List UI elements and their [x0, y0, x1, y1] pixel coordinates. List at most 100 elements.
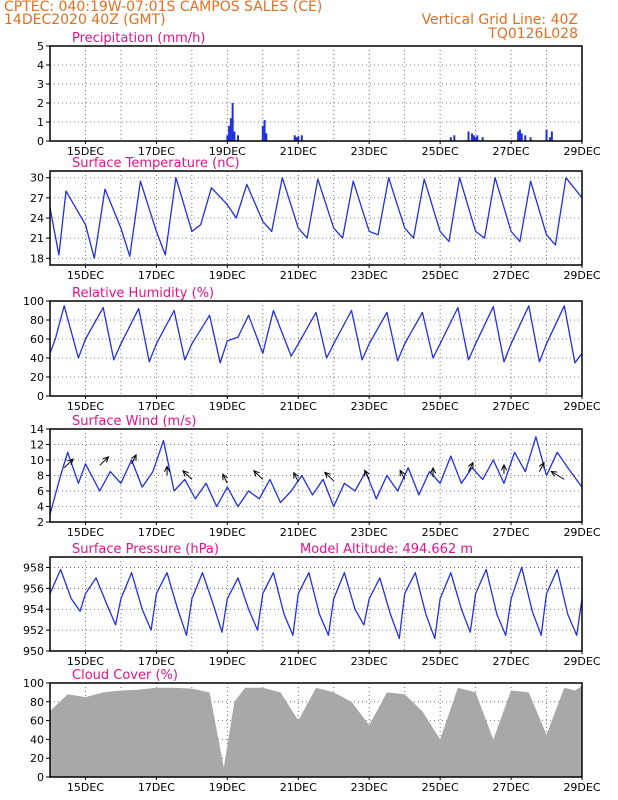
precip-bar [481, 137, 484, 141]
cloud-ytick-label: 100 [23, 677, 44, 690]
humidity-ytick-label: 20 [30, 371, 44, 384]
humidity-ytick-label: 80 [30, 314, 44, 327]
temp-ytick-label: 24 [30, 212, 44, 225]
temp-xtick-label: 29DEC [563, 269, 600, 282]
precip-bar [265, 133, 268, 141]
cloud-title: Cloud Cover (%) [72, 668, 178, 683]
wind-arrow [253, 470, 264, 480]
precip-bar [231, 103, 234, 141]
humidity-ytick-label: 100 [23, 295, 44, 308]
pressure-ytick-label: 958 [23, 561, 44, 574]
cloud-ytick-label: 40 [30, 733, 44, 746]
wind-arrow-head [253, 470, 260, 477]
precip-bar [550, 131, 553, 141]
wind-ytick-label: 6 [37, 485, 44, 498]
precip-bar [471, 133, 474, 141]
precip-bar [520, 133, 523, 141]
cloud-ytick-label: 20 [30, 752, 44, 765]
precip-bar [476, 135, 479, 141]
temp-ytick-label: 27 [30, 192, 44, 205]
cloud-ytick-label: 80 [30, 696, 44, 709]
temp-xtick-label: 21DEC [280, 269, 317, 282]
wind-arrow [131, 454, 137, 465]
precip-xtick-label: 29DEC [563, 145, 600, 158]
wind-arrow-head [500, 463, 508, 471]
cloud-xtick-label: 29DEC [563, 781, 600, 794]
humidity-xtick-label: 25DEC [422, 400, 459, 413]
pressure-annotation: Model Altitude: 494.662 m [300, 542, 473, 557]
precip-ytick-label: 1 [37, 116, 44, 129]
humidity-ytick-label: 40 [30, 352, 44, 365]
wind-arrow-head [399, 469, 406, 477]
wind-xtick-label: 27DEC [493, 526, 530, 539]
precip-bar [517, 131, 520, 141]
wind-arrow [468, 462, 474, 472]
cloud-ytick-label: 0 [37, 771, 44, 784]
wind-arrow [551, 471, 565, 480]
precip-frame [49, 45, 583, 142]
pressure-xtick-label: 17DEC [138, 655, 175, 668]
wind-arrow [324, 472, 335, 482]
pressure-xtick-label: 23DEC [351, 655, 388, 668]
temp-xtick-label: 17DEC [138, 269, 175, 282]
humidity-ytick-label: 0 [37, 390, 44, 403]
cloud-xtick-label: 15DEC [67, 781, 104, 794]
wind-arrow-head [182, 470, 189, 477]
precip-bar [472, 135, 475, 141]
station-header: CPTEC: 040:19W-07:01S CAMPOS SALES (CE) [4, 0, 323, 15]
temp-xtick-label: 15DEC [67, 269, 104, 282]
cloud-xtick-label: 19DEC [209, 781, 246, 794]
wind-arrow-head [429, 466, 437, 474]
precip-xtick-label: 19DEC [209, 145, 246, 158]
humidity-ytick-label: 60 [30, 333, 44, 346]
wind-arrow [538, 462, 545, 472]
pressure-xtick-label: 27DEC [493, 655, 530, 668]
wind-arrow [293, 472, 299, 482]
cloud-xtick-label: 23DEC [351, 781, 388, 794]
pressure-xtick-label: 29DEC [563, 655, 600, 668]
wind-arrow-head [467, 461, 474, 469]
pressure-xtick-label: 15DEC [67, 655, 104, 668]
temp-line [49, 177, 583, 259]
wind-ytick-label: 14 [30, 423, 44, 436]
wind-arrow [182, 470, 193, 480]
wind-arrow [222, 474, 228, 484]
cloud-xtick-label: 21DEC [280, 781, 317, 794]
pressure-ytick-label: 952 [23, 624, 44, 637]
precip-xtick-label: 23DEC [351, 145, 388, 158]
wind-title: Surface Wind (m/s) [72, 414, 196, 429]
date-header: 14DEC2020 40Z (GMT) [4, 12, 166, 28]
cloud-frame [49, 682, 583, 778]
temp-ytick-label: 21 [30, 232, 44, 245]
precip-ytick-label: 3 [37, 78, 44, 91]
precip-bar [226, 135, 229, 141]
precip-bar [233, 131, 236, 141]
wind-arrow-head [67, 458, 74, 465]
humidity-xtick-label: 23DEC [351, 400, 388, 413]
pressure-ytick-label: 954 [23, 603, 44, 616]
precip-bar [474, 137, 477, 141]
humidity-xtick-label: 29DEC [563, 400, 600, 413]
wind-xtick-label: 25DEC [422, 526, 459, 539]
cloud-ytick-label: 60 [30, 715, 44, 728]
humidity-xtick-label: 15DEC [67, 400, 104, 413]
humidity-xtick-label: 19DEC [209, 400, 246, 413]
precip-bar [549, 137, 552, 141]
temp-ytick-label: 30 [30, 172, 44, 185]
precip-ytick-label: 5 [37, 40, 44, 53]
wind-arrow-head [293, 471, 299, 479]
model-code: TQ0126L028 [488, 26, 578, 42]
pressure-ytick-label: 950 [23, 645, 44, 658]
precip-xtick-label: 25DEC [422, 145, 459, 158]
wind-arrow-head [538, 461, 545, 469]
humidity-line [49, 305, 583, 364]
humidity-xtick-label: 21DEC [280, 400, 317, 413]
wind-arrow-head [550, 470, 558, 477]
wind-arrow-head [163, 465, 171, 473]
wind-line [49, 436, 583, 515]
pressure-xtick-label: 21DEC [280, 655, 317, 668]
pressure-frame [49, 556, 583, 652]
precip-bar [261, 125, 264, 141]
precip-bar [545, 129, 548, 141]
wind-xtick-label: 21DEC [280, 526, 317, 539]
